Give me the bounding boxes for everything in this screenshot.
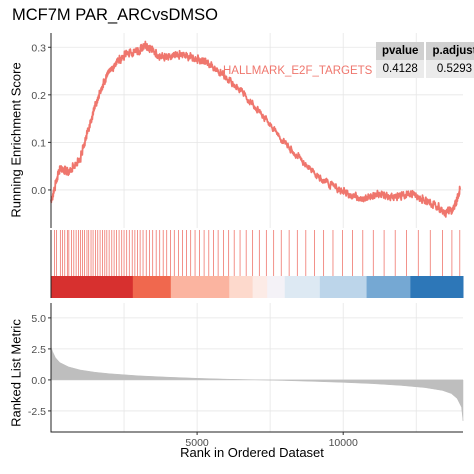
y-tick-label-rm: -2.5 bbox=[28, 406, 46, 418]
pvalue-table: pvalue p.adjust 0.4128 0.5293 bbox=[376, 42, 474, 78]
y-tick-label: 0.3 bbox=[31, 42, 46, 54]
heat-bin-9 bbox=[410, 276, 464, 298]
heat-bin-2 bbox=[170, 276, 230, 298]
heat-bin-3 bbox=[229, 276, 254, 298]
pvalue-cell: 0.4128 bbox=[376, 60, 426, 78]
x-tick-label: 10000 bbox=[329, 437, 358, 449]
y-tick-label: 0.2 bbox=[31, 90, 46, 102]
padjust-cell: 0.5293 bbox=[424, 60, 474, 78]
ranked-metric-area bbox=[50, 346, 464, 421]
y-tick-label-rm: 0.0 bbox=[31, 375, 46, 387]
axis-frame-rm bbox=[50, 303, 463, 433]
pvalue-header: pvalue bbox=[376, 42, 426, 60]
heat-bin-4 bbox=[252, 276, 268, 298]
x-axis-label: Rank in Ordered Dataset bbox=[180, 445, 324, 460]
y-tick-label: 0.1 bbox=[31, 137, 46, 149]
y-tick-label: 0.0 bbox=[31, 185, 46, 197]
enrichment-score-line bbox=[50, 40, 461, 218]
heat-bin-0 bbox=[51, 276, 134, 298]
y-axis-label-ranked-metric: Ranked List Metric bbox=[8, 319, 24, 427]
heat-bin-1 bbox=[132, 276, 172, 298]
heat-bin-5 bbox=[267, 276, 286, 298]
heat-bin-6 bbox=[284, 276, 321, 298]
heat-bin-7 bbox=[319, 276, 368, 298]
ranked-metric-panel: 5.0 2.5 0.0 -2.5 5000 10000 bbox=[28, 303, 464, 449]
series-label: HALLMARK_E2F_TARGETS bbox=[223, 65, 373, 77]
y-axis-label-enrichment: Running Enrichment Score bbox=[8, 62, 24, 218]
y-tick-label-rm: 5.0 bbox=[31, 313, 46, 325]
enrichment-score-panel: 0.0 0.1 0.2 0.3 HALLMARK_E2F_TARGETS bbox=[31, 33, 463, 228]
gene-hits-panel bbox=[50, 230, 464, 298]
y-tick-label-rm: 2.5 bbox=[31, 344, 46, 356]
padjust-header: p.adjust bbox=[424, 42, 474, 60]
heat-bin-8 bbox=[366, 276, 411, 298]
x-tick-label: 5000 bbox=[185, 437, 209, 449]
chart-title: MCF7M PAR_ARCvsDMSO bbox=[12, 6, 218, 24]
